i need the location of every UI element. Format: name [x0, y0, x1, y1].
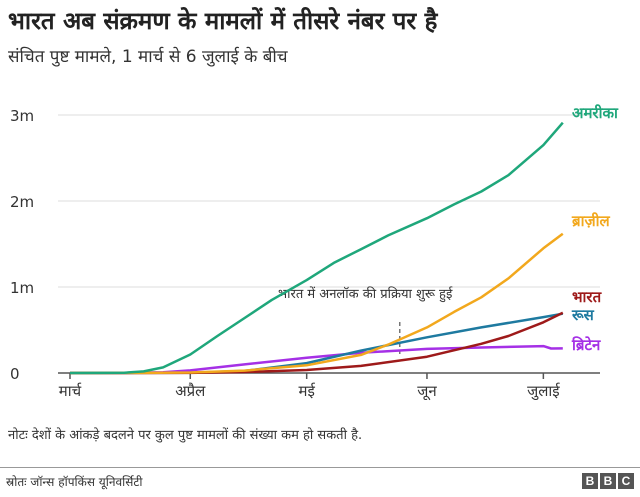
x-tick-label: जुलाई: [527, 382, 561, 401]
x-tick-label: मार्च: [59, 382, 82, 400]
series-line-1: [69, 232, 564, 375]
y-tick-label: 2m: [10, 193, 34, 211]
y-tick-label: 3m: [10, 107, 34, 125]
logo-letter: C: [618, 473, 634, 489]
chart-subtitle: संचित पुष्ट मामले, 1 मार्च से 6 जुलाई के…: [8, 47, 288, 67]
y-tick-label: 0: [10, 365, 20, 383]
x-tick-label: अप्रैल: [175, 382, 206, 400]
x-tick-label: जून: [417, 382, 437, 401]
annotation-text: भारत में अनलॉक की प्रक्रिया शुरू हुई: [278, 286, 453, 303]
series-line-0: [69, 121, 564, 375]
footer-divider: [0, 467, 640, 468]
source-text: स्रोतः जॉन्स हॉपकिंस यूनिवर्सिटी: [6, 475, 143, 489]
logo-letter: B: [600, 473, 616, 489]
bbc-logo: B B C: [582, 473, 634, 489]
series-label: अमरीका: [572, 104, 619, 122]
series-label: रूस: [571, 306, 595, 324]
series-label: भारत: [572, 288, 603, 306]
line-chart: 0 1m 2m 3m मार्च अप्रैल मई जून जुलाई भारत में अनल…: [10, 104, 619, 401]
series-label: ब्रिटेन: [571, 336, 601, 354]
series-label: ब्राज़ील: [571, 212, 610, 230]
chart-title: भारत अब संक्रमण के मामलों में तीसरे नंबर…: [8, 7, 438, 35]
footnote: नोटः देशों के आंकड़े बदलने पर कुल पुष्ट …: [8, 428, 363, 443]
logo-letter: B: [582, 473, 598, 489]
x-tick-label: मई: [299, 382, 316, 400]
y-tick-label: 1m: [10, 279, 34, 297]
